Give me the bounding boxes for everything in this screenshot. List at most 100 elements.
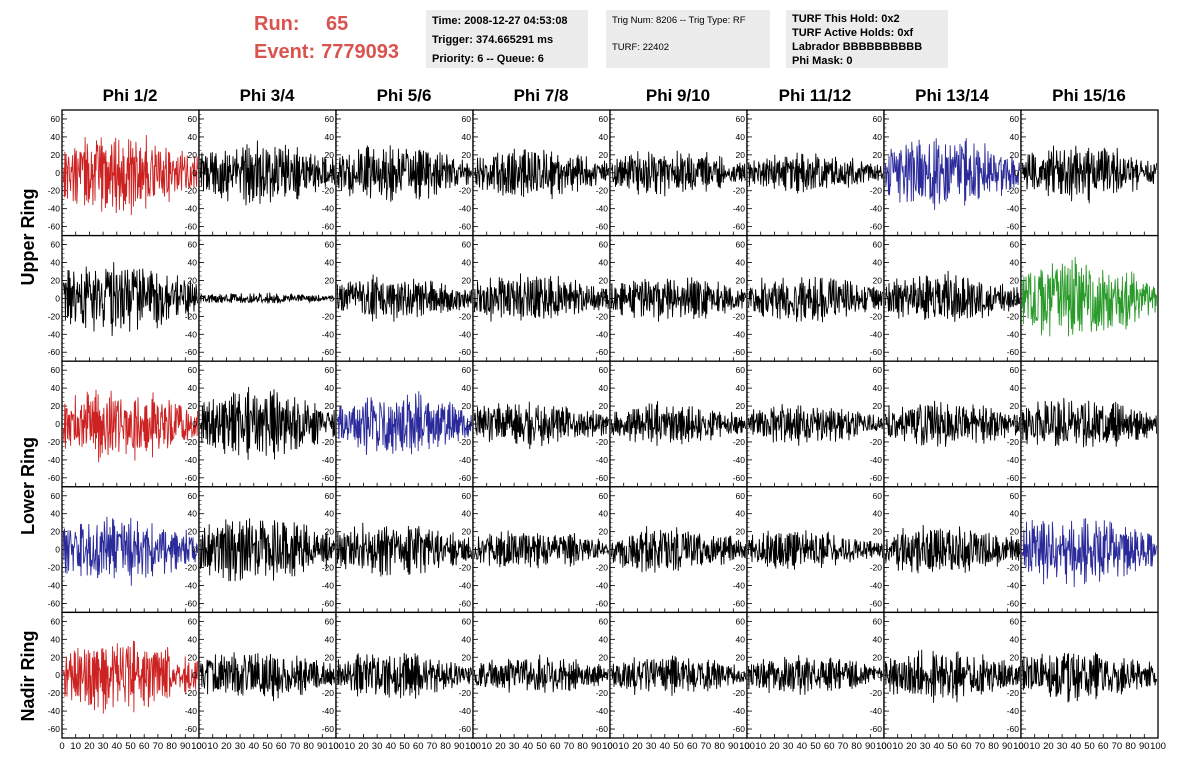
waveform-line <box>747 530 884 570</box>
y-tick-label: -40 <box>596 329 609 339</box>
y-tick-label: -60 <box>733 724 746 734</box>
y-tick-label: 60 <box>599 365 609 375</box>
x-tick-label: 40 <box>934 741 945 752</box>
y-tick-label: -20 <box>1007 688 1020 698</box>
y-tick-label: 0 <box>55 419 60 429</box>
y-tick-label: 0 <box>55 545 60 555</box>
x-tick-label: 100 <box>1013 741 1029 752</box>
run-value: 65 <box>326 13 349 35</box>
col-title-8: Phi 15/16 <box>1052 86 1126 105</box>
y-tick-label: 20 <box>599 652 609 662</box>
y-tick-label: 20 <box>1010 527 1020 537</box>
y-tick-label: 60 <box>325 491 335 501</box>
x-tick-label: 30 <box>783 741 794 752</box>
y-tick-label: -40 <box>459 706 472 716</box>
y-tick-label: 40 <box>188 132 198 142</box>
x-tick-label: 30 <box>646 741 657 752</box>
x-tick-label: 10 <box>70 741 81 752</box>
y-tick-label: 60 <box>873 365 883 375</box>
y-tick-label: 60 <box>736 491 746 501</box>
y-tick-label: -40 <box>185 329 198 339</box>
y-tick-label: 20 <box>462 150 472 160</box>
y-tick-label: 0 <box>1014 293 1019 303</box>
y-tick-label: -60 <box>1007 724 1020 734</box>
y-tick-label: -20 <box>1007 563 1020 573</box>
x-tick-label: 80 <box>851 741 862 752</box>
y-tick-label: -40 <box>459 204 472 214</box>
x-tick-label: 70 <box>564 741 575 752</box>
waveform-line <box>473 273 610 322</box>
y-tick-label: -60 <box>1007 222 1020 232</box>
x-tick-label: 90 <box>728 741 739 752</box>
x-tick-label: 80 <box>1125 741 1136 752</box>
y-tick-label: 20 <box>873 275 883 285</box>
y-tick-label: -20 <box>1007 437 1020 447</box>
y-tick-label: -60 <box>185 473 198 483</box>
y-tick-label: 60 <box>51 114 61 124</box>
waveform-line <box>610 150 746 197</box>
y-tick-label: 20 <box>188 401 198 411</box>
y-tick-label: 60 <box>325 365 335 375</box>
y-tick-label: -40 <box>322 706 335 716</box>
y-tick-label: -40 <box>185 706 198 716</box>
y-tick-label: 20 <box>873 652 883 662</box>
y-tick-label: 0 <box>603 670 608 680</box>
y-tick-label: 60 <box>599 491 609 501</box>
y-tick-label: -60 <box>185 222 198 232</box>
turf-info-box: TURF This Hold: 0x2 TURF Active Holds: 0… <box>786 10 948 68</box>
y-tick-label: -40 <box>322 455 335 465</box>
y-tick-label: 0 <box>192 293 197 303</box>
y-tick-label: 0 <box>55 293 60 303</box>
y-tick-label: -60 <box>48 347 61 357</box>
y-tick-label: 0 <box>877 168 882 178</box>
y-tick-label: -40 <box>185 455 198 465</box>
y-tick-label: 60 <box>599 616 609 626</box>
waveform-line <box>884 649 1021 703</box>
y-tick-label: 60 <box>51 491 61 501</box>
y-tick-label: 0 <box>877 293 882 303</box>
y-tick-label: -60 <box>596 598 609 608</box>
x-tick-label: 50 <box>673 741 684 752</box>
x-tick-label: 100 <box>739 741 755 752</box>
y-tick-label: -20 <box>596 437 609 447</box>
waveform-line <box>884 270 1021 322</box>
y-tick-label: -60 <box>870 598 883 608</box>
y-tick-label: 60 <box>1010 114 1020 124</box>
y-tick-label: 20 <box>325 652 335 662</box>
y-tick-label: -20 <box>48 311 61 321</box>
y-tick-label: -40 <box>1007 455 1020 465</box>
y-tick-label: 0 <box>55 168 60 178</box>
waveform-line <box>884 524 1021 574</box>
y-tick-label: 0 <box>466 419 471 429</box>
waveform-line <box>1021 257 1158 337</box>
y-tick-label: 20 <box>1010 150 1020 160</box>
y-tick-label: 20 <box>325 150 335 160</box>
y-tick-label: -40 <box>322 580 335 590</box>
x-tick-label: 70 <box>290 741 301 752</box>
y-tick-label: 0 <box>466 293 471 303</box>
x-tick-label: 70 <box>153 741 164 752</box>
x-tick-label: 0 <box>607 741 612 752</box>
y-tick-label: 20 <box>51 401 61 411</box>
y-tick-label: 40 <box>188 634 198 644</box>
waveform-line <box>1021 518 1158 588</box>
y-tick-label: -20 <box>185 311 198 321</box>
y-tick-label: 60 <box>736 240 746 250</box>
y-tick-label: -20 <box>733 186 746 196</box>
x-tick-label: 20 <box>1043 741 1054 752</box>
x-tick-label: 90 <box>454 741 465 752</box>
waveform-line <box>62 389 199 463</box>
run-event-block: Run: 65 Event: 7779093 <box>254 10 399 66</box>
x-tick-label: 10 <box>755 741 766 752</box>
y-tick-label: 40 <box>736 132 746 142</box>
y-tick-label: 60 <box>873 491 883 501</box>
y-tick-label: -20 <box>870 437 883 447</box>
run-label: Run: <box>254 13 300 35</box>
y-tick-label: -40 <box>185 204 198 214</box>
y-tick-label: 0 <box>192 670 197 680</box>
time-info-box: Time: 2008-12-27 04:53:08 Trigger: 374.6… <box>426 10 588 68</box>
y-tick-label: 40 <box>188 258 198 268</box>
y-tick-label: 20 <box>736 150 746 160</box>
y-tick-label: 40 <box>462 634 472 644</box>
y-tick-label: -20 <box>733 437 746 447</box>
